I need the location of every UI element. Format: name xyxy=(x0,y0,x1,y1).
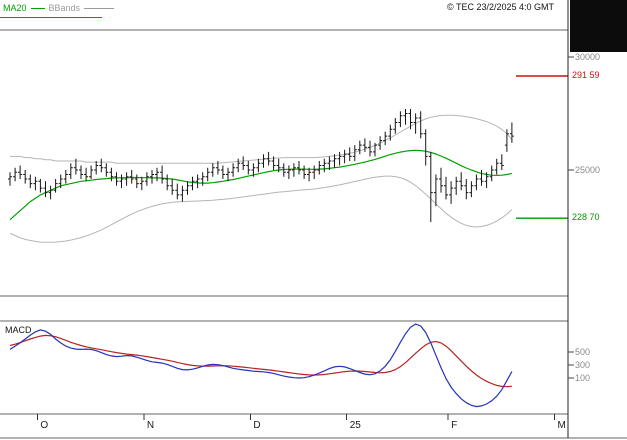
resistance-level-label: 291 59 xyxy=(572,70,600,80)
x-axis-label: D xyxy=(253,420,261,431)
price-panel xyxy=(8,75,568,243)
ma20-swatch-line xyxy=(30,7,45,9)
macd-tick-label: 100 xyxy=(575,373,591,383)
x-axis-label: F xyxy=(451,420,458,431)
macd-tick-label: 300 xyxy=(575,360,591,370)
price-tick-label: 25000 xyxy=(575,165,601,175)
support-level-label: 228 70 xyxy=(572,212,600,223)
copyright-text: © TEC 23/2/2025 4:0 GMT xyxy=(447,2,555,12)
macd-panel xyxy=(9,323,513,408)
macd-panel-label: MACD xyxy=(5,325,32,335)
macd-tick-label: 500 xyxy=(575,347,591,357)
x-axis-label: 25 xyxy=(349,420,361,431)
price-tick-label: 30000 xyxy=(575,52,601,62)
x-axis-label: O xyxy=(40,420,49,431)
chart-legend: MA20 BBands xyxy=(3,3,115,13)
x-axis-label: M xyxy=(557,420,566,431)
ma20-sample-line xyxy=(0,17,102,18)
legend-ma20-label: MA20 xyxy=(3,3,27,13)
x-axis-label: N xyxy=(146,420,155,431)
legend-bbands-label: BBands xyxy=(48,3,81,13)
bbands-swatch-line xyxy=(84,7,115,9)
logo-block xyxy=(570,0,627,52)
